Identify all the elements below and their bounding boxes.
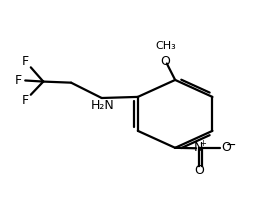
Text: N: N: [194, 141, 203, 154]
Text: F: F: [15, 74, 22, 87]
Text: F: F: [22, 94, 29, 107]
Text: O: O: [160, 55, 170, 68]
Text: H₂N: H₂N: [91, 99, 115, 112]
Text: CH₃: CH₃: [155, 41, 176, 51]
Text: −: −: [226, 138, 237, 152]
Text: F: F: [22, 55, 29, 68]
Text: O: O: [221, 141, 231, 154]
Text: +: +: [199, 139, 206, 148]
Text: O: O: [194, 164, 204, 177]
